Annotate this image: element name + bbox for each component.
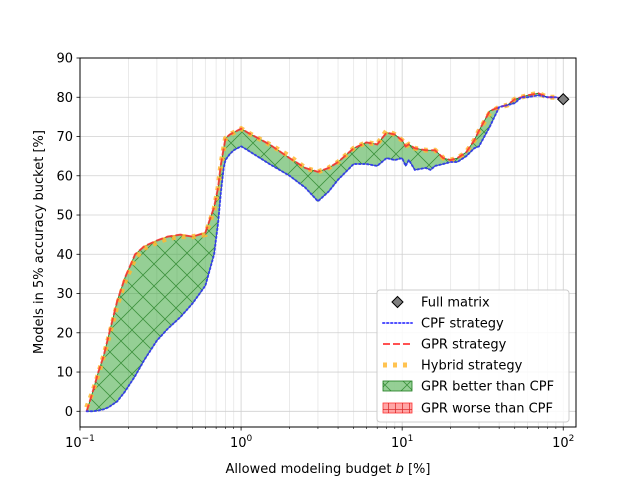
y-tick-label: 0 bbox=[65, 405, 73, 420]
x-axis-label: Allowed modeling budget b [%] bbox=[226, 462, 431, 477]
full-matrix-marker bbox=[557, 93, 570, 106]
legend-label-hybrid: Hybrid strategy bbox=[421, 359, 523, 374]
legend-label-better: GPR better than CPF bbox=[421, 380, 554, 395]
y-tick-label: 50 bbox=[56, 209, 73, 224]
y-tick-label: 20 bbox=[56, 326, 73, 341]
marker-layer bbox=[557, 93, 570, 106]
legend-label-gpr: GPR strategy bbox=[421, 338, 507, 353]
x-tick-label: 10−1 bbox=[65, 434, 95, 451]
y-tick-label: 40 bbox=[56, 248, 73, 263]
y-tick-label: 10 bbox=[56, 366, 73, 381]
plot-frame bbox=[79, 57, 577, 428]
legend-label-full: Full matrix bbox=[421, 296, 490, 311]
series-layer bbox=[84, 90, 565, 413]
x-tick-label: 102 bbox=[552, 434, 574, 451]
legend-swatch-worse-hatch bbox=[383, 403, 412, 413]
legend-label-cpf: CPF strategy bbox=[421, 317, 504, 332]
legend-box bbox=[376, 289, 570, 423]
y-tick-label: 30 bbox=[56, 287, 73, 302]
y-tick-label: 60 bbox=[56, 169, 73, 184]
y-tick-label: 80 bbox=[56, 91, 73, 106]
series-line-gpr bbox=[85, 92, 564, 412]
legend: Full matrix CPF strategy GPR strategy Hybri… bbox=[376, 289, 570, 423]
series-line-cpf bbox=[85, 94, 565, 413]
y-tick-label: 70 bbox=[56, 130, 73, 145]
x-tick-label: 101 bbox=[391, 434, 413, 451]
legend-label-worse: GPR worse than CPF bbox=[421, 402, 553, 417]
y-tick-label: 90 bbox=[56, 52, 73, 67]
x-tick-label: 100 bbox=[230, 434, 253, 451]
y-axis-label: Models in 5% accuracy bucket [%] bbox=[32, 130, 47, 354]
legend-marker-full-matrix bbox=[391, 295, 404, 309]
gpr-better-hatch bbox=[86, 93, 564, 412]
legend-swatch-better-hatch bbox=[383, 381, 412, 391]
